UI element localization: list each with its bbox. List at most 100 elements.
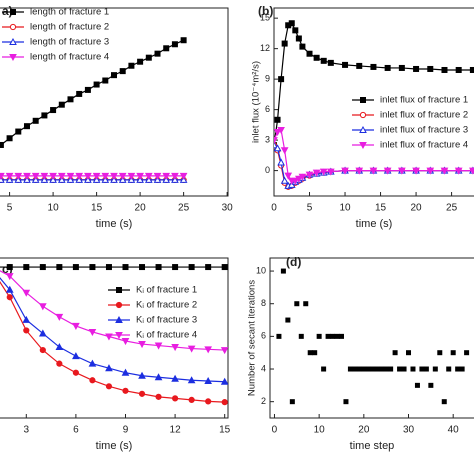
marker — [398, 64, 405, 71]
axes-frame — [269, 257, 474, 419]
legend-label: Kᵢ of fracture 1 — [136, 285, 197, 296]
x-tick-label: 15 — [91, 203, 103, 214]
marker — [105, 383, 113, 390]
marker — [179, 172, 188, 180]
marker — [154, 373, 163, 381]
marker — [57, 172, 66, 180]
point — [338, 333, 344, 339]
point — [356, 366, 362, 372]
marker — [221, 399, 228, 406]
x-tick-label: 40 — [448, 425, 460, 436]
marker — [105, 264, 112, 271]
series-line — [0, 270, 225, 351]
point — [432, 366, 438, 372]
x-tick-label: 10 — [314, 425, 326, 436]
marker — [359, 142, 367, 150]
x-tick-label: 30 — [403, 425, 415, 436]
marker — [171, 395, 179, 402]
marker — [188, 396, 195, 403]
marker — [5, 172, 14, 180]
marker — [121, 368, 130, 376]
marker — [0, 172, 5, 180]
x-tick-label: 15 — [219, 425, 231, 436]
marker — [89, 377, 96, 384]
point — [343, 399, 349, 405]
marker — [280, 147, 289, 155]
marker — [398, 167, 406, 175]
marker — [205, 264, 212, 271]
point — [428, 382, 434, 388]
marker — [188, 264, 195, 271]
marker — [72, 322, 80, 330]
y-tick-label: 9 — [265, 74, 270, 84]
point — [379, 366, 385, 372]
point — [316, 333, 322, 339]
x-tick-label: 10 — [339, 203, 351, 214]
point — [352, 366, 358, 372]
point — [280, 268, 286, 274]
plot-area — [274, 20, 474, 190]
marker — [298, 173, 307, 181]
marker — [171, 344, 179, 352]
marker — [56, 360, 63, 367]
marker — [23, 172, 31, 180]
legend-label: inlet flux of fracture 3 — [380, 125, 468, 136]
x-axis-label: time (s) — [356, 218, 393, 230]
marker — [127, 172, 136, 180]
marker — [306, 50, 313, 57]
legend-label: length of fracture 4 — [30, 52, 109, 63]
y-tick-label: 15 — [260, 13, 270, 23]
point — [330, 333, 336, 339]
marker — [274, 128, 282, 137]
marker — [274, 116, 281, 123]
marker — [145, 54, 152, 61]
marker — [356, 62, 363, 69]
panel: 0 10 20 30 40 2 4 6 8 10 time step Number of secant… — [247, 255, 474, 452]
marker — [413, 65, 420, 72]
marker — [341, 167, 349, 175]
marker — [295, 175, 303, 183]
marker — [23, 123, 30, 130]
axes-frame — [273, 7, 474, 197]
marker — [5, 285, 14, 293]
point — [464, 350, 470, 356]
marker — [14, 172, 23, 180]
marker — [22, 315, 31, 323]
marker — [277, 126, 285, 134]
marker — [119, 68, 126, 75]
point — [401, 366, 407, 372]
marker — [426, 167, 435, 175]
legend-label: length of fracture 2 — [30, 22, 109, 33]
point — [294, 301, 300, 307]
plot-area — [276, 268, 470, 405]
x-tick-label: 25 — [446, 203, 458, 214]
marker — [72, 369, 79, 376]
x-tick-label: 10 — [48, 203, 60, 214]
point — [303, 301, 309, 307]
marker — [370, 63, 377, 70]
marker — [299, 43, 306, 50]
marker — [154, 342, 163, 350]
marker — [277, 158, 285, 166]
marker — [278, 76, 285, 83]
x-tick-label: 5 — [307, 203, 313, 214]
point — [455, 366, 461, 372]
x-tick-label: 0 — [272, 425, 278, 436]
marker — [88, 359, 97, 367]
y-tick-label: 3 — [265, 134, 270, 144]
legend-label: inlet flux of fracture 4 — [380, 140, 468, 151]
marker — [5, 273, 14, 281]
marker — [469, 167, 474, 175]
point — [325, 333, 331, 339]
marker — [138, 341, 146, 349]
x-tick-label: 3 — [24, 425, 30, 436]
y-tick-label: 12 — [260, 43, 270, 53]
series-line — [0, 277, 225, 383]
marker — [291, 177, 300, 185]
marker — [110, 172, 118, 180]
marker — [305, 171, 314, 179]
point — [450, 350, 456, 356]
legend-label: inlet flux of fracture 2 — [380, 110, 468, 121]
marker — [56, 264, 63, 271]
marker — [105, 364, 113, 372]
